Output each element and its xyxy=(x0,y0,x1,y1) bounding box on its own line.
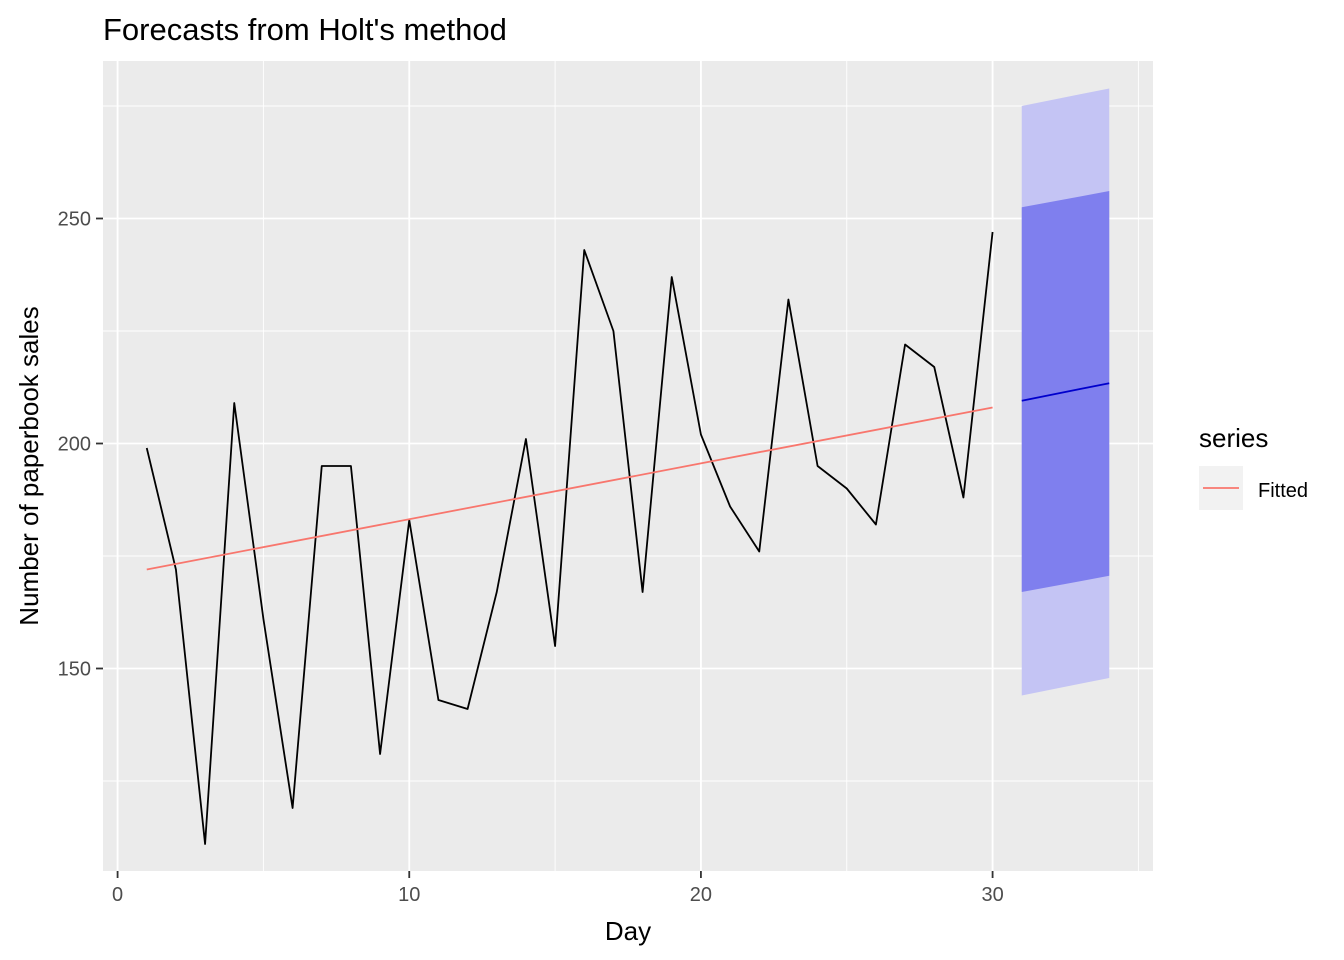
forecast-mean-line xyxy=(1021,382,1110,402)
legend: series Fitted xyxy=(1199,423,1308,510)
x-tick-label: 10 xyxy=(398,884,420,906)
fitted-series-line xyxy=(146,406,993,571)
y-tick-label: 200 xyxy=(58,434,91,456)
y-tick-label: 250 xyxy=(58,209,91,231)
grid-minor xyxy=(103,61,1153,871)
observed-series-line xyxy=(145,231,994,845)
y-axis-title: Number of paperbook sales xyxy=(14,306,44,625)
y-tick-label: 150 xyxy=(58,659,91,681)
chart-title: Forecasts from Holt's method xyxy=(103,12,507,47)
data-lines xyxy=(145,231,1110,845)
axes: 0 10 20 30 150 200 250 xyxy=(58,209,1004,907)
legend-fitted-label: Fitted xyxy=(1258,480,1308,502)
x-tick-label: 30 xyxy=(981,884,1003,906)
grid-major xyxy=(103,61,1153,871)
x-tick-label: 20 xyxy=(690,884,712,906)
x-axis-title: Day xyxy=(605,916,651,946)
x-tick-label: 0 xyxy=(112,884,123,906)
legend-title: series xyxy=(1199,423,1268,453)
